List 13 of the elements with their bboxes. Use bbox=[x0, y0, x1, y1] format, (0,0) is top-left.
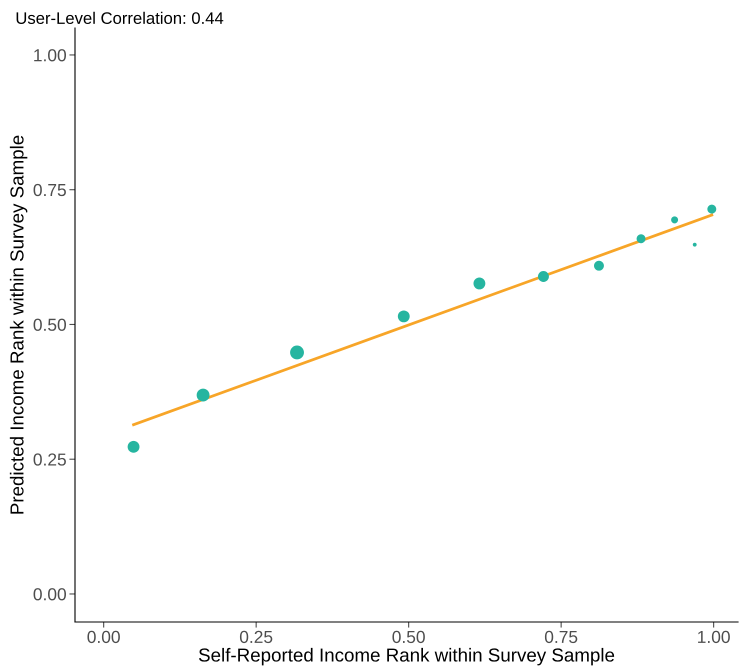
x-axis-title: Self-Reported Income Rank within Survey Sample bbox=[198, 648, 614, 666]
y-tick-label: 0.50 bbox=[34, 318, 66, 331]
x-tick-label: 0.75 bbox=[544, 630, 578, 644]
x-tick-label: 1.00 bbox=[698, 630, 730, 644]
y-tick-label: 0.25 bbox=[34, 453, 66, 466]
y-tick-label: 0.00 bbox=[34, 588, 66, 600]
chart-title: User-Level Correlation: 0.44 bbox=[16, 12, 224, 24]
y-tick-label: 1.00 bbox=[34, 49, 66, 62]
x-tick-label: 0.00 bbox=[87, 630, 120, 644]
x-tick-label: 0.25 bbox=[240, 630, 272, 644]
y-tick-label: 0.75 bbox=[34, 184, 66, 196]
y-axis-title: Predicted Income Rank within Survey Sample bbox=[10, 136, 28, 514]
x-tick-label: 0.50 bbox=[392, 630, 425, 644]
